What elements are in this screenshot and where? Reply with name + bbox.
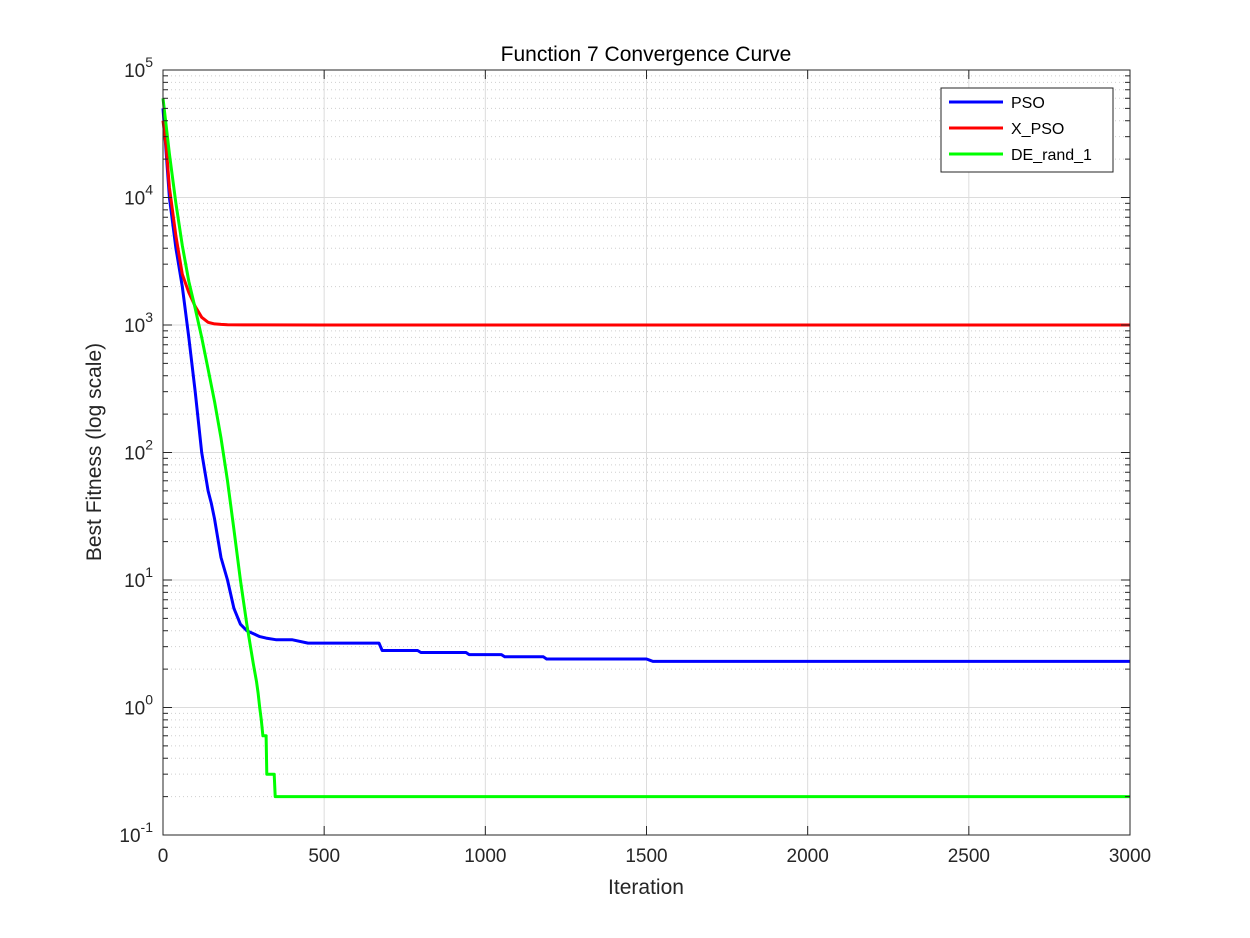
axis-ticks: 0 500 1000 1500 2000 2500 300010-1100101102103… xyxy=(119,54,1151,867)
x-tick-label: 1500 xyxy=(625,846,667,867)
y-tick-base: 10 xyxy=(124,571,145,592)
y-tick-base: 10 xyxy=(124,444,145,465)
x-tick-label: 3000 xyxy=(1109,846,1151,867)
y-axis-title: Best Fitness (log scale) xyxy=(83,343,106,561)
y-tick-label: 105 xyxy=(124,54,153,82)
y-tick-exponent: 2 xyxy=(145,437,153,453)
legend-label: X_PSO xyxy=(1011,121,1064,138)
x-tick-label: 500 xyxy=(308,846,340,867)
y-tick-label: 104 xyxy=(124,182,153,210)
y-tick-label: 101 xyxy=(124,564,153,592)
x-tick-label: 2500 xyxy=(948,846,990,867)
series-line-2 xyxy=(161,98,1130,799)
y-tick-label: 100 xyxy=(124,692,153,720)
y-tick-label: 102 xyxy=(124,437,153,465)
y-tick-base: 10 xyxy=(119,826,140,847)
grid xyxy=(163,70,1130,835)
y-tick-exponent: 0 xyxy=(145,692,153,708)
y-tick-exponent: 4 xyxy=(145,182,153,198)
x-tick-label: 2000 xyxy=(787,846,829,867)
y-tick-exponent: 3 xyxy=(145,309,153,325)
legend-label: DE_rand_1 xyxy=(1011,147,1092,164)
x-axis-title: Iteration xyxy=(608,876,684,899)
y-tick-exponent: -1 xyxy=(141,819,154,835)
chart-title: Function 7 Convergence Curve xyxy=(501,43,792,66)
y-tick-label: 10-1 xyxy=(119,819,153,847)
y-tick-base: 10 xyxy=(124,699,145,720)
series-lines xyxy=(161,98,1130,799)
y-tick-base: 10 xyxy=(124,189,145,210)
series-line-1 xyxy=(161,120,1130,327)
y-tick-base: 10 xyxy=(124,316,145,337)
series-line-0 xyxy=(161,108,1130,663)
y-tick-exponent: 1 xyxy=(145,564,153,580)
x-tick-label: 0 xyxy=(158,846,169,867)
legend: PSO X_PSO DE_rand_1 xyxy=(940,87,1114,173)
x-tick-label: 1000 xyxy=(464,846,506,867)
y-tick-exponent: 5 xyxy=(145,54,153,70)
legend-label: PSO xyxy=(1011,95,1045,112)
y-tick-base: 10 xyxy=(124,61,145,82)
y-tick-label: 103 xyxy=(124,309,153,337)
